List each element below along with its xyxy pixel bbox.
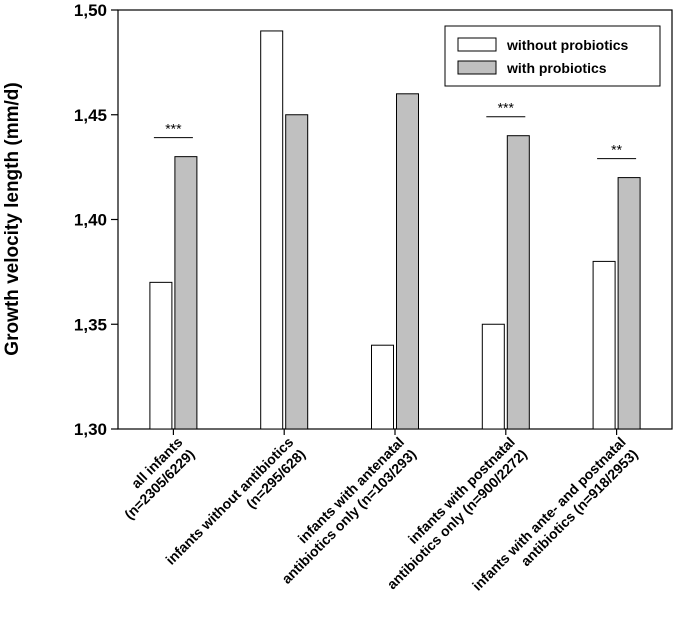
significance-marker-3: ***	[498, 100, 515, 116]
bar-with-probiotics-3	[506, 135, 530, 430]
legend-box	[444, 25, 661, 87]
legend-swatch-with-probiotics	[457, 60, 497, 75]
legend-swatch-without-probiotics	[457, 37, 497, 52]
bar-with-probiotics-1	[285, 114, 309, 430]
y-tick-label-3: 1,45	[74, 106, 107, 125]
y-tick-label-4: 1,50	[74, 1, 107, 20]
plot-area: 1,30 1,35 1,40 1,45 1,50 all infants(n=2305/6…	[74, 1, 673, 594]
y-tick-label-1: 1,35	[74, 315, 107, 334]
significance-marker-0: ***	[165, 121, 182, 137]
bar-without-probiotics-0	[149, 281, 173, 430]
y-tick-label-2: 1,40	[74, 211, 107, 230]
x-tick-label-0: all infants(n=2305/6229)	[109, 434, 198, 523]
y-axis-title: Growth velocity length (mm/d)	[2, 82, 23, 355]
bar-without-probiotics-4	[592, 260, 616, 430]
bar-without-probiotics-1	[260, 30, 284, 430]
bar-without-probiotics-3	[481, 323, 505, 430]
y-tick-label-0: 1,30	[74, 420, 107, 439]
legend: without probiotics with probiotics	[444, 25, 661, 87]
significance-marker-4: **	[611, 142, 622, 158]
bar-without-probiotics-2	[371, 344, 394, 430]
bar-with-probiotics-2	[396, 93, 419, 430]
bar-with-probiotics-4	[617, 177, 641, 430]
bar-with-probiotics-0	[174, 156, 198, 430]
legend-label-without-probiotics: without probiotics	[506, 37, 629, 53]
legend-label-with-probiotics: with probiotics	[506, 60, 607, 76]
